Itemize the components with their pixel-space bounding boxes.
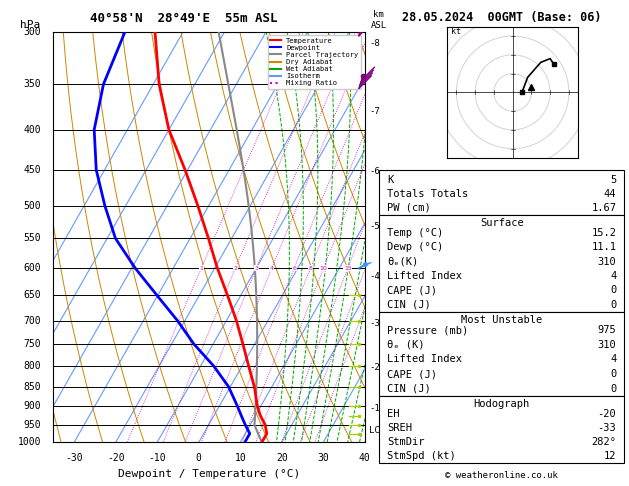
Text: 1000: 1000 [18, 437, 41, 447]
Text: K: K [387, 175, 393, 185]
Text: Lifted Index: Lifted Index [387, 271, 462, 281]
Text: 8: 8 [309, 265, 313, 271]
Text: 44: 44 [604, 189, 616, 199]
Text: 0: 0 [196, 452, 202, 463]
Text: -4: -4 [369, 273, 381, 281]
Text: 950: 950 [23, 420, 41, 430]
Text: 800: 800 [23, 361, 41, 371]
Text: 650: 650 [23, 290, 41, 300]
Text: Temp (°C): Temp (°C) [387, 228, 443, 238]
Text: 2: 2 [233, 265, 237, 271]
Text: Hodograph: Hodograph [474, 399, 530, 410]
Text: 20: 20 [276, 452, 287, 463]
Text: 310: 310 [598, 257, 616, 266]
Text: -30: -30 [65, 452, 83, 463]
Text: -2: -2 [369, 364, 381, 372]
Text: -7: -7 [369, 107, 381, 116]
Text: 750: 750 [23, 339, 41, 349]
Text: 850: 850 [23, 382, 41, 392]
Text: 0: 0 [610, 369, 616, 379]
FancyBboxPatch shape [379, 215, 624, 312]
Text: Lifted Index: Lifted Index [387, 354, 462, 364]
Text: 30: 30 [318, 452, 329, 463]
Text: 12: 12 [604, 451, 616, 461]
Text: -5: -5 [369, 222, 381, 231]
Text: -20: -20 [598, 409, 616, 419]
Legend: Temperature, Dewpoint, Parcel Trajectory, Dry Adiabat, Wet Adiabat, Isotherm, Mi: Temperature, Dewpoint, Parcel Trajectory… [267, 35, 361, 89]
FancyBboxPatch shape [379, 312, 624, 396]
Text: CAPE (J): CAPE (J) [387, 369, 437, 379]
Text: 28.05.2024  00GMT (Base: 06): 28.05.2024 00GMT (Base: 06) [402, 11, 601, 24]
Text: 350: 350 [23, 79, 41, 89]
Text: 40: 40 [359, 452, 370, 463]
Text: kt: kt [451, 27, 461, 36]
Text: 5: 5 [610, 175, 616, 185]
FancyBboxPatch shape [379, 396, 624, 463]
Text: 450: 450 [23, 165, 41, 175]
Text: -20: -20 [107, 452, 125, 463]
Text: -3: -3 [369, 319, 381, 328]
Text: Totals Totals: Totals Totals [387, 189, 468, 199]
Text: -6: -6 [369, 167, 381, 176]
Text: hPa: hPa [20, 19, 40, 30]
Text: Most Unstable: Most Unstable [461, 315, 542, 326]
Text: Mixing Ratio (g/kg): Mixing Ratio (g/kg) [401, 190, 410, 284]
Text: EH: EH [387, 409, 399, 419]
Text: 550: 550 [23, 233, 41, 243]
Text: CAPE (J): CAPE (J) [387, 285, 437, 295]
Text: Surface: Surface [480, 218, 523, 228]
Text: 310: 310 [598, 340, 616, 350]
Text: 300: 300 [23, 27, 41, 36]
Text: StmSpd (kt): StmSpd (kt) [387, 451, 456, 461]
Text: 4: 4 [610, 354, 616, 364]
Text: 0: 0 [610, 384, 616, 394]
Text: 15: 15 [344, 265, 352, 271]
Text: StmDir: StmDir [387, 437, 425, 447]
FancyBboxPatch shape [379, 170, 624, 215]
Text: 975: 975 [598, 325, 616, 335]
Text: 282°: 282° [591, 437, 616, 447]
Text: 10: 10 [320, 265, 328, 271]
Text: 40°58'N  28°49'E  55m ASL: 40°58'N 28°49'E 55m ASL [91, 13, 278, 25]
Text: θₑ(K): θₑ(K) [387, 257, 418, 266]
Text: CIN (J): CIN (J) [387, 384, 431, 394]
Text: Dewp (°C): Dewp (°C) [387, 242, 443, 252]
Text: CIN (J): CIN (J) [387, 300, 431, 310]
Text: 400: 400 [23, 125, 41, 135]
Text: km
ASL: km ASL [370, 10, 387, 30]
Text: 600: 600 [23, 263, 41, 273]
Text: 4: 4 [610, 271, 616, 281]
Text: 1: 1 [199, 265, 203, 271]
Text: 15.2: 15.2 [591, 228, 616, 238]
Text: SREH: SREH [387, 423, 412, 433]
Text: -10: -10 [148, 452, 166, 463]
Text: 6: 6 [292, 265, 296, 271]
Text: 11.1: 11.1 [591, 242, 616, 252]
Text: Pressure (mb): Pressure (mb) [387, 325, 468, 335]
Text: -33: -33 [598, 423, 616, 433]
Text: 500: 500 [23, 201, 41, 211]
Text: 900: 900 [23, 401, 41, 411]
Text: LCL: LCL [369, 426, 386, 435]
Text: -1: -1 [369, 404, 381, 414]
Text: 0: 0 [610, 300, 616, 310]
Text: 0: 0 [610, 285, 616, 295]
Text: © weatheronline.co.uk: © weatheronline.co.uk [445, 471, 558, 480]
Text: 1.67: 1.67 [591, 203, 616, 213]
Text: 3: 3 [255, 265, 259, 271]
Text: PW (cm): PW (cm) [387, 203, 431, 213]
Text: 4: 4 [270, 265, 274, 271]
Text: -8: -8 [369, 39, 381, 49]
Text: Dewpoint / Temperature (°C): Dewpoint / Temperature (°C) [118, 469, 300, 479]
Text: 10: 10 [235, 452, 246, 463]
Text: 700: 700 [23, 315, 41, 326]
Text: θₑ (K): θₑ (K) [387, 340, 425, 350]
